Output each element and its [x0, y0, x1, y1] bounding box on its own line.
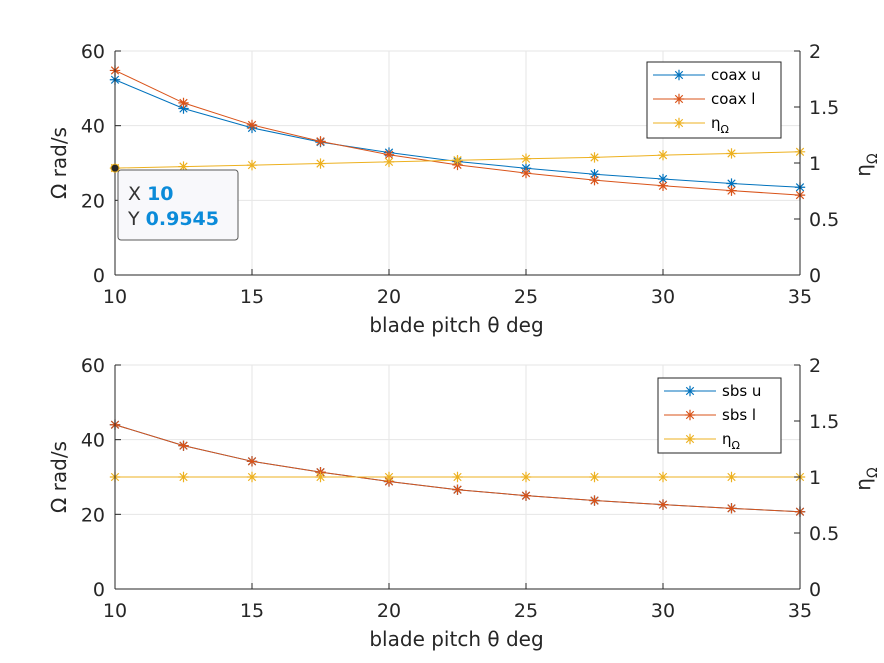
- x-tick-label: 10: [103, 600, 127, 622]
- y-tick-label-right: 0.5: [809, 209, 839, 231]
- x-axis-label: blade pitch θ deg: [369, 627, 543, 651]
- x-tick-label: 15: [240, 286, 264, 308]
- x-tick-label: 30: [651, 286, 675, 308]
- data-point: [726, 185, 737, 196]
- legend-swatch-marker: [684, 409, 696, 421]
- y-tick-label-right: 2: [809, 355, 821, 377]
- data-point: [246, 471, 258, 483]
- data-point: [246, 456, 258, 467]
- y-tick-label-left: 60: [81, 355, 105, 377]
- data-point: [315, 136, 326, 147]
- x-tick-label: 30: [651, 600, 675, 622]
- x-axis-label: blade pitch θ deg: [369, 313, 543, 337]
- data-point: [589, 152, 600, 163]
- legend-swatch-marker: [684, 433, 696, 445]
- legend-label: sbs l: [722, 406, 756, 424]
- data-point: [315, 158, 326, 169]
- y-tick-label-left: 40: [81, 430, 105, 452]
- data-point: [178, 97, 189, 109]
- legend-label: ηΩ: [722, 430, 740, 452]
- y-tick-label-right: 0.5: [809, 523, 839, 545]
- legend-swatch-marker: [673, 69, 685, 81]
- y-axis-label-right: ηΩ: [851, 153, 881, 177]
- y-tick-label-right: 1.5: [809, 411, 839, 433]
- data-point: [726, 148, 737, 159]
- data-point: [589, 495, 600, 506]
- y-axis-label-left: Ω rad/s: [47, 441, 71, 513]
- x-tick-label: 35: [788, 286, 812, 308]
- data-point: [657, 173, 669, 185]
- y-tick-label-left: 60: [81, 41, 105, 63]
- data-point: [657, 499, 669, 510]
- data-tip-box: [117, 169, 239, 241]
- legend: sbs u sbs l ηΩ: [657, 377, 782, 454]
- data-point: [178, 440, 189, 451]
- data-point: [452, 484, 463, 495]
- x-tick-label: 25: [514, 286, 538, 308]
- y-tick-label-left: 20: [81, 504, 105, 526]
- data-point: [520, 471, 532, 483]
- data-point: [178, 103, 189, 114]
- series-ηΩ: [109, 471, 806, 483]
- data-point: [383, 471, 395, 483]
- data-point: [246, 159, 258, 171]
- x-tick-label: 10: [103, 286, 127, 308]
- data-point: [520, 167, 532, 179]
- data-point: [452, 155, 463, 166]
- data-point: [657, 149, 669, 161]
- legend-swatch-marker: [673, 93, 685, 105]
- x-tick-label: 25: [514, 600, 538, 622]
- legend-swatch-marker: [684, 385, 696, 397]
- y-axis-label-right: ηΩ: [851, 467, 881, 491]
- data-point: [383, 149, 395, 160]
- legend: coax u coax l ηΩ: [646, 61, 782, 139]
- data-point: [520, 490, 532, 501]
- legend-label: coax u: [711, 66, 761, 84]
- y-tick-label-right: 2: [809, 41, 821, 63]
- y-axis-label-left: Ω rad/s: [47, 127, 71, 199]
- data-tip-marker: [110, 163, 120, 173]
- data-point: [178, 471, 189, 483]
- data-point: [589, 169, 600, 180]
- data-point: [589, 471, 600, 483]
- x-tick-label: 20: [377, 286, 401, 308]
- y-tick-label-right: 0: [809, 265, 821, 287]
- data-point: [726, 178, 737, 189]
- data-point: [520, 153, 532, 164]
- y-tick-label-right: 1: [809, 153, 821, 175]
- y-tick-label-left: 40: [81, 116, 105, 138]
- y-tick-label-left: 20: [81, 190, 105, 212]
- x-tick-label: 15: [240, 600, 264, 622]
- data-point: [657, 180, 669, 191]
- data-point: [726, 503, 737, 514]
- x-tick-label: 35: [788, 600, 812, 622]
- x-tick-label: 20: [377, 600, 401, 622]
- y-tick-label-right: 1: [809, 467, 821, 489]
- y-tick-label-right: 0: [809, 579, 821, 601]
- legend-label: ηΩ: [711, 114, 729, 136]
- legend-label: coax l: [711, 90, 755, 108]
- y-tick-label-left: 0: [93, 579, 105, 601]
- data-point: [452, 471, 463, 483]
- data-tip-x: X 10: [128, 183, 174, 205]
- legend-swatch-marker: [673, 117, 685, 129]
- y-tick-label-right: 1.5: [809, 97, 839, 119]
- data-point: [315, 471, 326, 483]
- data-tip: X 10 Y 0.9545: [110, 163, 239, 241]
- data-point: [246, 119, 258, 131]
- data-point: [178, 161, 189, 172]
- data-point: [383, 156, 395, 168]
- data-point: [589, 174, 600, 186]
- y-tick-label-left: 0: [93, 265, 105, 287]
- data-point: [657, 471, 669, 483]
- data-tip-y: Y 0.9545: [127, 208, 219, 230]
- legend-label: sbs u: [722, 382, 761, 400]
- data-point: [726, 471, 737, 483]
